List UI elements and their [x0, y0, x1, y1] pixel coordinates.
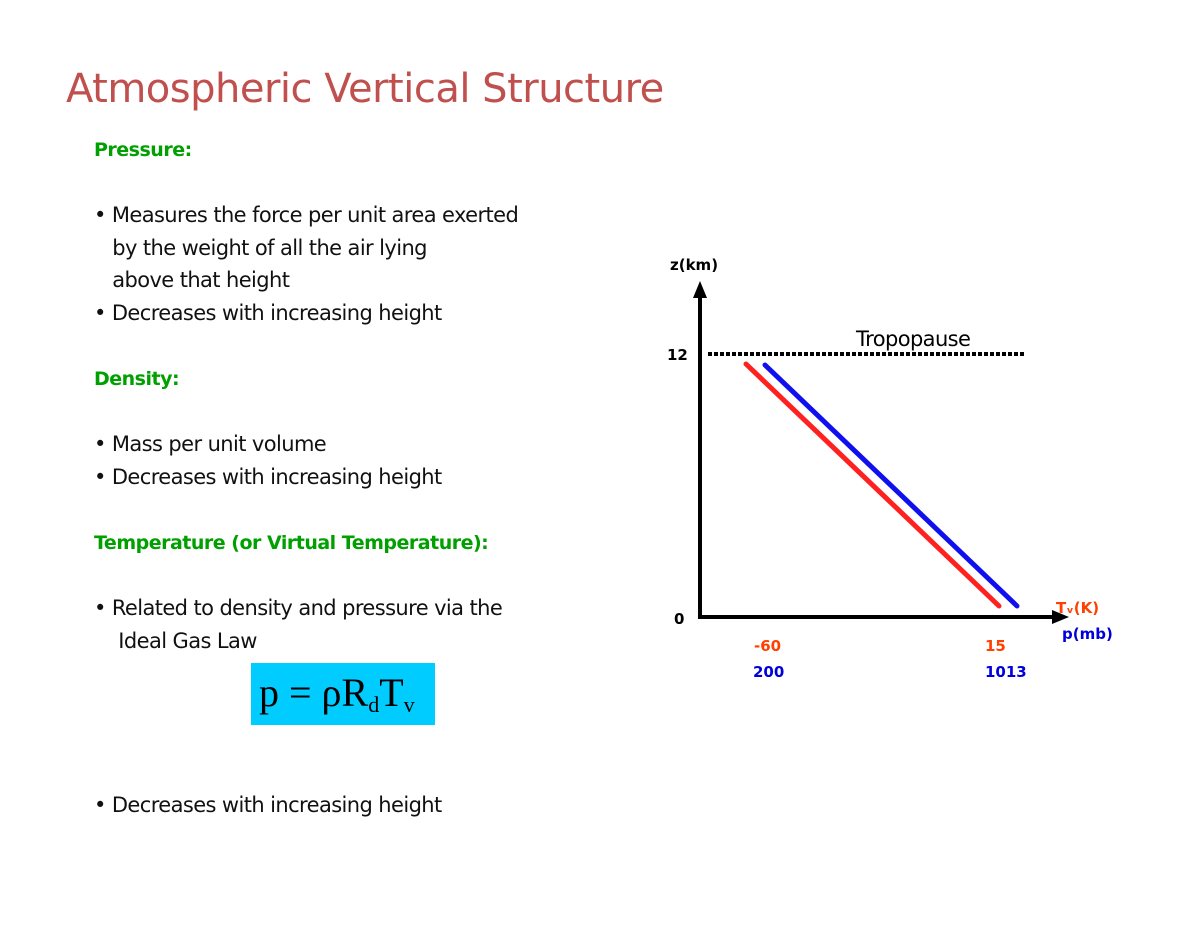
ideal-gas-law-equation: p = ρRdTv [251, 663, 435, 725]
pressure-profile-line [762, 362, 1020, 609]
y-tick-12: 12 [667, 346, 688, 364]
y-axis-arrow-icon [693, 281, 707, 298]
temperature-bullet-2: • Decreases with increasing height [94, 793, 442, 817]
equation-lhs: p = ρR [259, 670, 369, 715]
x-axis-arrow-icon [1052, 610, 1069, 624]
x-tick-temp-15: 15 [985, 637, 1006, 655]
density-bullet-2: • Decreases with increasing height [94, 465, 442, 489]
density-bullet-1: • Mass per unit volume [94, 432, 327, 456]
equation-t: T [379, 670, 404, 715]
pressure-bullet-2: • Decreases with increasing height [94, 301, 442, 325]
y-axis-label: z(km) [670, 256, 719, 274]
pressure-bullet-1: • Measures the force per unit area exert… [94, 203, 519, 292]
equation-sub-v: v [403, 692, 415, 717]
equation-sub-d: d [368, 692, 380, 717]
temperature-heading: Temperature (or Virtual Temperature): [94, 532, 489, 554]
x-axis-label-temperature: Tᵥ(K) [1056, 599, 1100, 617]
y-tick-0: 0 [674, 610, 685, 628]
slide-title: Atmospheric Vertical Structure [66, 66, 664, 112]
x-tick-pressure-200: 200 [753, 663, 785, 681]
tropopause-label: Tropopause [856, 327, 971, 351]
density-heading: Density: [94, 368, 180, 390]
temperature-bullet-1: • Related to density and pressure via th… [94, 596, 503, 653]
temperature-profile-line [743, 361, 1002, 609]
x-tick-temp-minus60: -60 [754, 637, 782, 655]
pressure-heading: Pressure: [94, 139, 192, 161]
x-axis-label-pressure: p(mb) [1062, 625, 1113, 643]
x-tick-pressure-1013: 1013 [985, 663, 1027, 681]
